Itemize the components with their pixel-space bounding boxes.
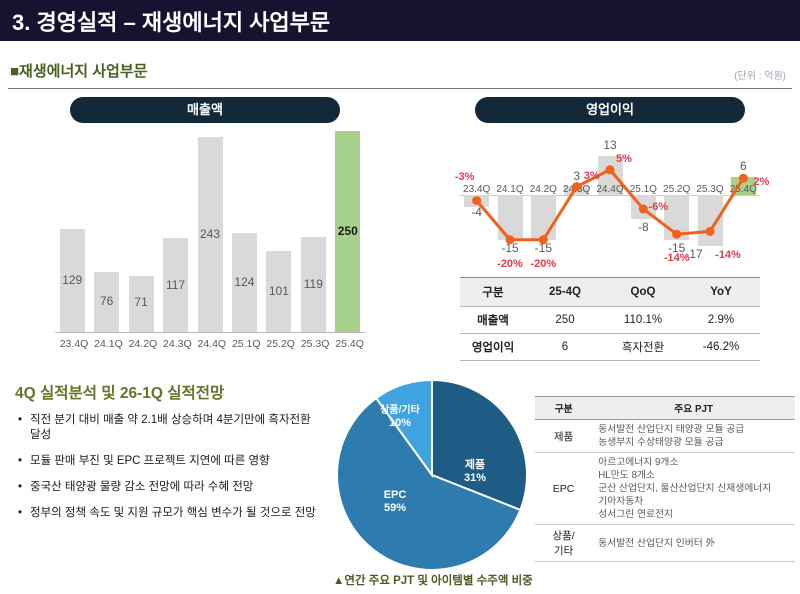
svg-text:상품/기타: 상품/기타 — [380, 403, 420, 416]
svg-text:59%: 59% — [384, 502, 406, 514]
svg-text:31%: 31% — [464, 472, 486, 484]
svg-text:제품: 제품 — [465, 457, 485, 471]
svg-text:EPC: EPC — [384, 489, 407, 501]
svg-text:10%: 10% — [389, 417, 411, 429]
